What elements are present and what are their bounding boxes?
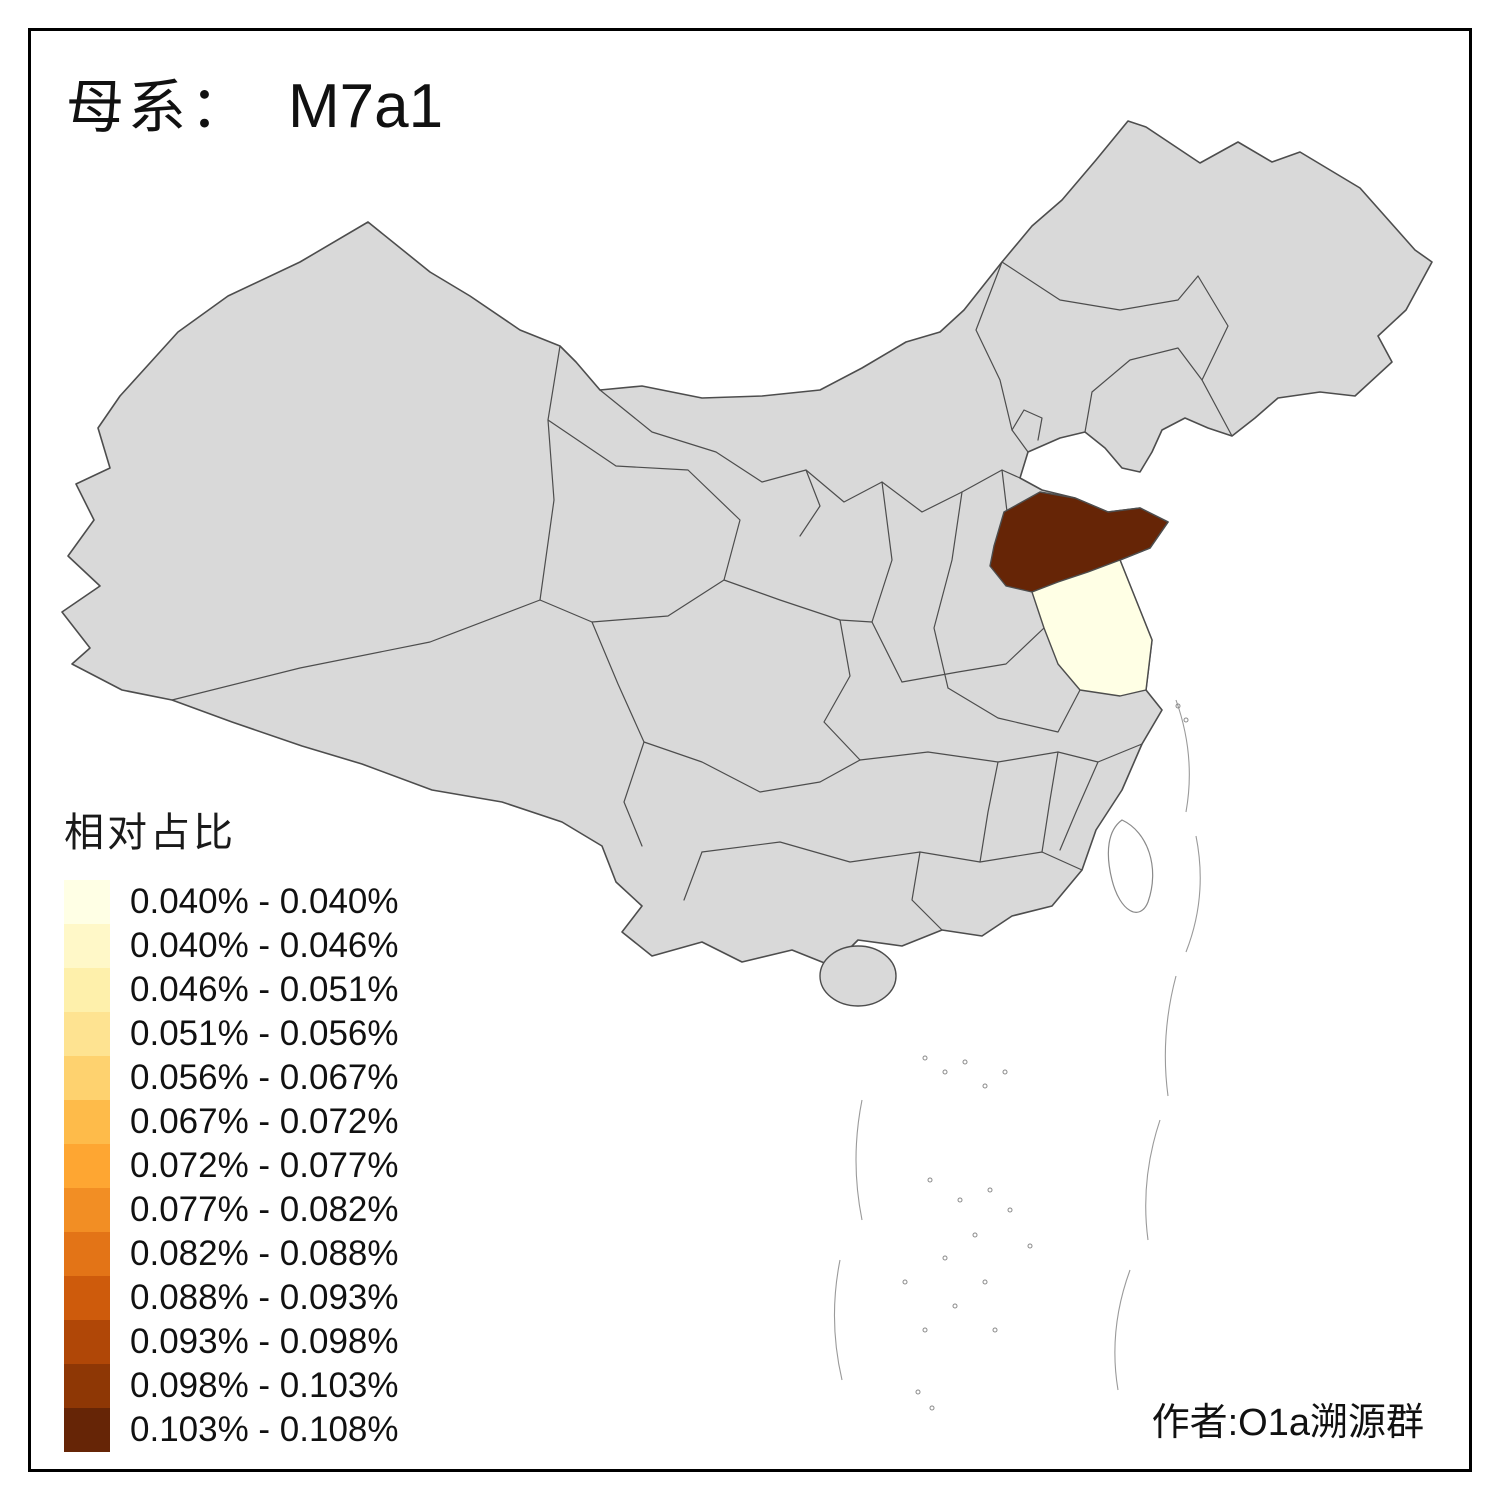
legend-label: 0.093% - 0.098% [130, 1322, 399, 1361]
legend-row: 0.103% - 0.108% [64, 1408, 399, 1452]
legend-swatch [64, 924, 110, 968]
hainan-island [819, 945, 897, 1007]
legend-label: 0.040% - 0.046% [130, 926, 399, 965]
small-islands [902, 703, 1189, 1411]
province-borders [171, 261, 1233, 931]
author-credit: 作者:O1a溯源群 [1151, 1402, 1424, 1444]
title-haplogroup: M7a1 [288, 72, 444, 141]
legend-swatch [64, 1408, 110, 1452]
legend-swatch [64, 1144, 110, 1188]
legend-label: 0.077% - 0.082% [130, 1190, 399, 1229]
legend-label: 0.072% - 0.077% [130, 1146, 399, 1185]
title-prefix: 母系： [66, 75, 253, 140]
legend-label: 0.088% - 0.093% [130, 1278, 399, 1317]
legend-row: 0.067% - 0.072% [64, 1100, 399, 1144]
legend-label: 0.103% - 0.108% [130, 1410, 399, 1449]
page-title: 母系： M7a1 [66, 60, 443, 144]
shandong-region [989, 491, 1169, 593]
legend-swatch [64, 1364, 110, 1408]
legend: 相对占比 0.040% - 0.040% 0.040% - 0.046% 0.0… [64, 800, 399, 1452]
legend-label: 0.082% - 0.088% [130, 1234, 399, 1273]
legend-row: 0.098% - 0.103% [64, 1364, 399, 1408]
legend-row: 0.088% - 0.093% [64, 1276, 399, 1320]
legend-label: 0.046% - 0.051% [130, 970, 399, 1009]
legend-swatch [64, 1232, 110, 1276]
legend-label: 0.098% - 0.103% [130, 1366, 399, 1405]
jiangsu-region [1031, 559, 1153, 697]
legend-row: 0.046% - 0.051% [64, 968, 399, 1012]
legend-swatch [64, 1188, 110, 1232]
legend-row: 0.093% - 0.098% [64, 1320, 399, 1364]
legend-row: 0.040% - 0.046% [64, 924, 399, 968]
legend-swatch [64, 1320, 110, 1364]
sea-boundary-dashes [833, 699, 1201, 1391]
taiwan-island [1107, 819, 1154, 913]
legend-row: 0.082% - 0.088% [64, 1232, 399, 1276]
legend-label: 0.056% - 0.067% [130, 1058, 399, 1097]
legend-swatch [64, 880, 110, 924]
legend-label: 0.040% - 0.040% [130, 882, 399, 921]
legend-swatch [64, 1276, 110, 1320]
legend-row: 0.040% - 0.040% [64, 880, 399, 924]
legend-label: 0.067% - 0.072% [130, 1102, 399, 1141]
legend-row: 0.072% - 0.077% [64, 1144, 399, 1188]
legend-row: 0.051% - 0.056% [64, 1012, 399, 1056]
legend-rows: 0.040% - 0.040% 0.040% - 0.046% 0.046% -… [64, 880, 399, 1452]
legend-swatch [64, 1056, 110, 1100]
legend-row: 0.077% - 0.082% [64, 1188, 399, 1232]
legend-swatch [64, 968, 110, 1012]
legend-swatch [64, 1012, 110, 1056]
legend-label: 0.051% - 0.056% [130, 1014, 399, 1053]
legend-swatch [64, 1100, 110, 1144]
legend-title: 相对占比 [64, 811, 236, 855]
legend-row: 0.056% - 0.067% [64, 1056, 399, 1100]
